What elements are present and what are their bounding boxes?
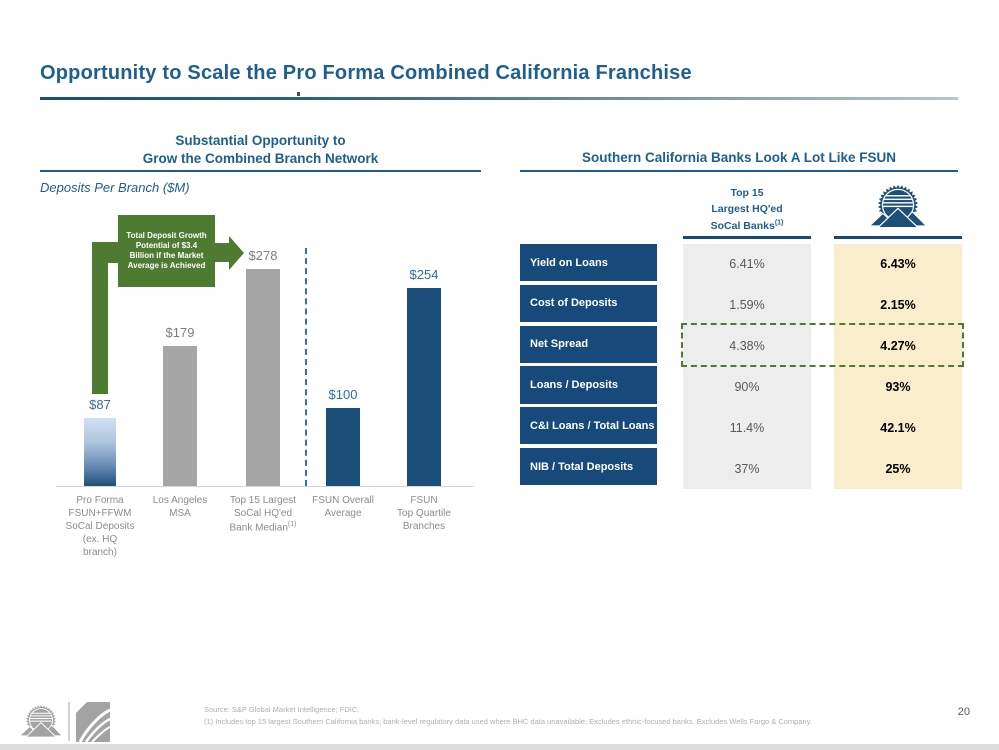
table-row-label: Net Spread [520, 325, 657, 363]
footer-seal-logo [16, 701, 66, 743]
socal-value-cell: 11.4% [729, 420, 765, 435]
footer-logo-divider [68, 702, 70, 741]
socal-value-column: 6.41% 1.59% 4.38% 90% 11.4% 37% [683, 244, 811, 489]
table-row-label: Loans / Deposits [520, 366, 657, 404]
bar-1 [84, 418, 116, 486]
fsun-value-cell: 93% [885, 379, 911, 394]
category-label-1: Pro Forma FSUN+FFWM SoCal Deposits (ex. HQ b… [65, 495, 135, 558]
socal-header-line2: Largest HQ'ed [711, 203, 783, 216]
title-underline [40, 97, 958, 100]
growth-callout-text: Total Deposit Growth Potential of $3.4 B… [126, 230, 207, 271]
socal-header-line3: SoCal Banks(1) [710, 219, 784, 232]
fsun-seal-logo [864, 184, 932, 231]
bar-value-label-1: $87 [89, 397, 111, 412]
fsun-value-cell: 6.43% [880, 257, 916, 272]
footer-flag-logo [76, 702, 111, 743]
bar-3 [246, 269, 280, 486]
slide-title: Opportunity to Scale the Pro Forma Combi… [40, 62, 692, 84]
fsun-value-cell: 2.15% [880, 298, 916, 313]
socal-value-cell: 6.41% [729, 257, 765, 272]
fsun-value-cell: 4.27% [880, 339, 916, 354]
socal-banks-column-header: Top 15 Largest HQ'ed SoCal Banks(1) [683, 185, 811, 234]
socal-value-cell: 37% [734, 461, 760, 476]
table-row-label: Cost of Deposits [520, 284, 657, 323]
socal-value-cell: 4.38% [729, 339, 765, 354]
right-panel-heading: Southern California Banks Look A Lot Lik… [581, 150, 897, 165]
growth-annotation-vertical-bar [92, 242, 108, 394]
fsun-value-cell: 25% [885, 461, 911, 476]
bar-2 [163, 346, 197, 486]
socal-header-line1: Top 15 [730, 187, 764, 199]
socal-value-cell: 1.59% [729, 298, 765, 313]
fsun-value-cell: 42.1% [880, 420, 916, 435]
chart-dashed-separator [305, 248, 307, 486]
fsun-value-column: 6.43% 2.15% 4.27% 93% 42.1% 25% [834, 244, 962, 489]
left-heading-line1: Substantial Opportunity to [175, 133, 346, 148]
socal-value-cell: 90% [734, 379, 760, 394]
title-tick-mark [297, 92, 300, 96]
bottom-edge-strip [0, 744, 999, 750]
bar-value-label-4: $100 [328, 387, 358, 402]
category-label-2: Los Angeles MSA [152, 495, 208, 519]
bar-value-label-5: $254 [409, 267, 439, 282]
left-panel-heading: Substantial Opportunity to Grow the Comb… [40, 132, 481, 167]
socal-column-underline [683, 236, 811, 239]
table-row-label: NIB / Total Deposits [520, 447, 657, 486]
growth-callout-box: Total Deposit Growth Potential of $3.4 B… [118, 215, 215, 287]
bar-5 [407, 288, 441, 486]
growth-arrow-shaft [215, 243, 229, 262]
page-number: 20 [957, 706, 970, 718]
category-label-5: FSUN Top Quartile Branches [397, 495, 451, 532]
right-panel-rule [520, 170, 958, 172]
left-panel-rule [40, 170, 481, 172]
table-row-label: C&I Loans / Total Loans [520, 407, 657, 445]
category-label-4: FSUN Overall Average [312, 495, 374, 519]
footnote-text: (1) Includes top 15 largest Southern Cal… [204, 716, 812, 726]
left-heading-line2: Grow the Combined Branch Network [142, 150, 379, 166]
bar-value-label-3: $278 [248, 248, 278, 263]
bar-4 [326, 408, 360, 486]
deposits-per-branch-bar-chart: Total Deposit Growth Potential of $3.4 B… [40, 200, 490, 580]
bar-value-label-2: $179 [165, 325, 195, 340]
metric-label-column: Yield on Loans Cost of Deposits Net Spread… [520, 244, 657, 489]
chart-baseline [56, 486, 474, 487]
source-text: Source: S&P Global Market Intelligence; … [204, 705, 360, 714]
growth-annotation-connector [100, 242, 118, 263]
category-label-3: Top 15 Largest SoCal HQ'ed Bank Median(1) [229, 495, 297, 534]
growth-arrow-head-icon [229, 236, 244, 270]
table-row-label: Yield on Loans [520, 244, 657, 282]
chart-subtitle: Deposits Per Branch ($M) [40, 180, 190, 195]
footer-notes: Source: S&P Global Market Intelligence; … [204, 704, 852, 727]
fsun-column-underline [834, 236, 962, 239]
